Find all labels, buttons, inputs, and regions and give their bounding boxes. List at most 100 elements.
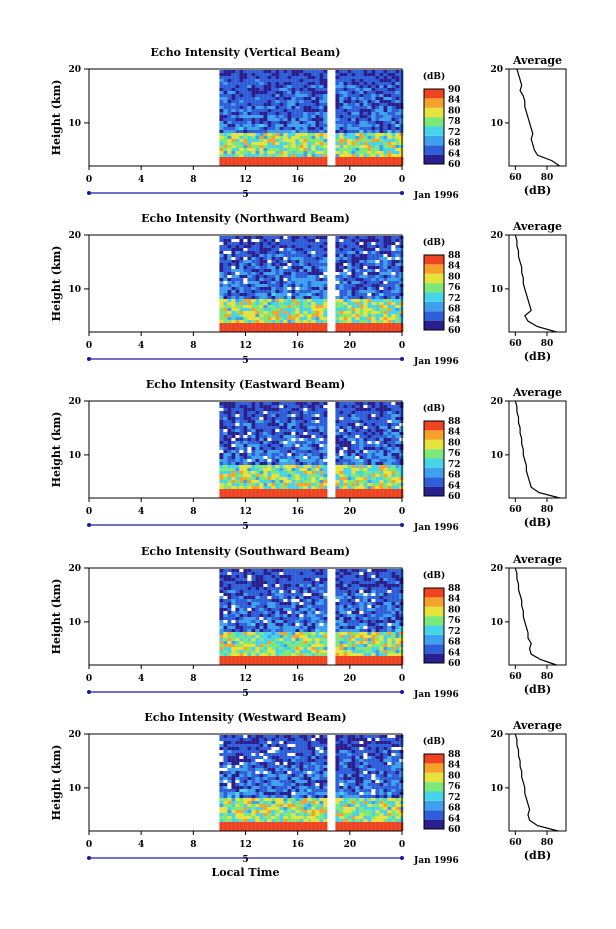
heatmap-cell: [263, 647, 268, 650]
heatmap-cell: [347, 275, 352, 278]
heatmap-cell: [359, 70, 364, 73]
heatmap-cell: [315, 414, 320, 417]
heatmap-cell: [319, 456, 324, 459]
heatmap-cell: [235, 142, 240, 145]
heatmap-cell: [295, 269, 300, 272]
heatmap-cell: [291, 245, 296, 248]
heatmap-cell: [251, 411, 256, 414]
heatmap-cell: [283, 650, 288, 653]
heatmap-cell: [323, 408, 328, 411]
heatmap-cell: [391, 320, 396, 323]
heatmap-cell: [335, 151, 340, 154]
heatmap-cell: [227, 450, 232, 453]
heatmap-cell: [287, 596, 292, 599]
heatmap-cell: [279, 611, 284, 614]
heatmap-cell: [375, 236, 380, 239]
heatmap-cell: [367, 483, 372, 486]
heatmap-cell: [283, 611, 288, 614]
heatmap-cell: [303, 311, 308, 314]
heatmap-cell: [291, 435, 296, 438]
heatmap-cell: [335, 91, 340, 94]
heatmap-cell: [247, 611, 252, 614]
heatmap-cell: [291, 405, 296, 408]
heatmap-cell: [323, 462, 328, 465]
heatmap-cell: [259, 438, 264, 441]
heatmap-cell: [347, 266, 352, 269]
heatmap-cell: [339, 456, 344, 459]
heatmap-cell: [371, 85, 376, 88]
heatmap-cell: [271, 163, 276, 166]
heatmap-cell: [259, 420, 264, 423]
heatmap-cell: [247, 471, 252, 474]
heatmap-cell: [299, 486, 304, 489]
heatmap-cell: [251, 611, 256, 614]
heatmap-cell: [283, 462, 288, 465]
heatmap-cell: [371, 287, 376, 290]
heatmap-cell: [383, 411, 388, 414]
heatmap-cell: [375, 269, 380, 272]
heatmap-cell: [355, 263, 360, 266]
heatmap-cell: [219, 121, 224, 124]
heatmap-cell: [271, 145, 276, 148]
heatmap-cell: [223, 94, 228, 97]
heatmap-cell: [251, 91, 256, 94]
heatmap-cell: [283, 602, 288, 605]
heatmap-cell: [383, 263, 388, 266]
heatmap-cell: [379, 326, 384, 329]
heatmap-cell: [363, 411, 368, 414]
heatmap-cell: [379, 444, 384, 447]
heatmap-cell: [267, 317, 272, 320]
heatmap-cell: [263, 329, 268, 332]
heatmap-cell: [247, 91, 252, 94]
heatmap-cell: [371, 251, 376, 254]
heatmap-cell: [235, 281, 240, 284]
heatmap-cell: [223, 239, 228, 242]
heatmap-cell: [299, 284, 304, 287]
heatmap-cell: [355, 290, 360, 293]
heatmap-cell: [371, 254, 376, 257]
heatmap-cell: [271, 614, 276, 617]
heatmap-cell: [247, 133, 252, 136]
heatmap-cell: [263, 115, 268, 118]
heatmap-cell: [291, 142, 296, 145]
heatmap-cell: [379, 251, 384, 254]
heatmap-cell: [379, 296, 384, 299]
heatmap-cell: [387, 435, 392, 438]
heatmap-cell: [367, 145, 372, 148]
heatmap-cell: [243, 293, 248, 296]
heatmap-cell: [283, 73, 288, 76]
heatmap-cell: [251, 251, 256, 254]
heatmap-cell: [363, 139, 368, 142]
heatmap-cell: [263, 278, 268, 281]
heatmap-cell: [375, 130, 380, 133]
heatmap-cell: [227, 417, 232, 420]
heatmap-cell: [311, 462, 316, 465]
heatmap-cell: [379, 248, 384, 251]
heatmap-cell: [343, 317, 348, 320]
heatmap-cell: [399, 251, 404, 254]
heatmap-cell: [299, 459, 304, 462]
heatmap-cell: [347, 272, 352, 275]
heatmap-cell: [263, 620, 268, 623]
heatmap-cell: [335, 79, 340, 82]
heatmap-cell: [351, 417, 356, 420]
heatmap-cell: [335, 236, 340, 239]
heatmap-cell: [247, 275, 252, 278]
heatmap-cell: [351, 489, 356, 492]
heatmap-cell: [231, 151, 236, 154]
heatmap-cell: [367, 142, 372, 145]
heatmap-cell: [231, 572, 236, 575]
heatmap-cell: [295, 257, 300, 260]
heatmap-cell: [335, 320, 340, 323]
heatmap-cell: [363, 115, 368, 118]
heatmap-cell: [251, 296, 256, 299]
heatmap-cell: [287, 584, 292, 587]
heatmap-cell: [319, 154, 324, 157]
heatmap-cell: [311, 103, 316, 106]
heatmap-cell: [323, 130, 328, 133]
heatmap-cell: [219, 659, 224, 662]
heatmap-cell: [307, 432, 312, 435]
heatmap-cell: [395, 70, 400, 73]
heatmap-cell: [391, 76, 396, 79]
heatmap-cell: [283, 239, 288, 242]
